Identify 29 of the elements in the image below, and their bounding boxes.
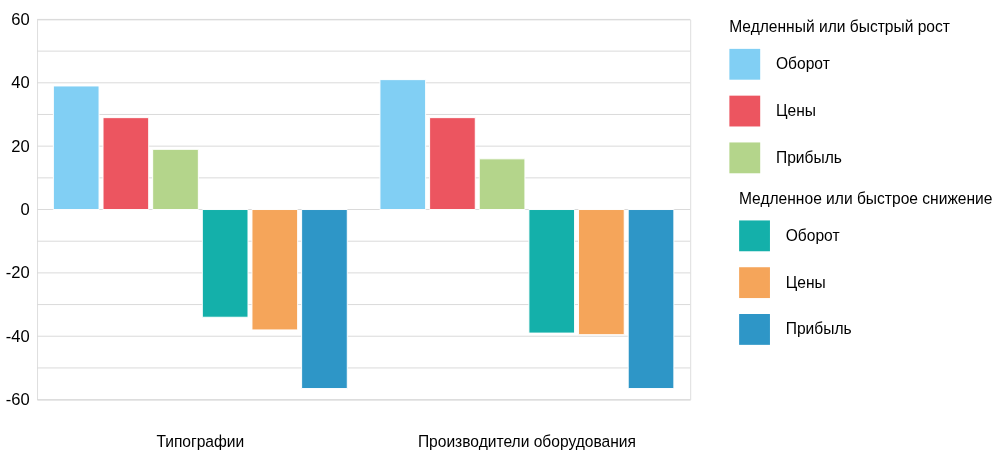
bar [52,85,100,211]
y-tick-label: -60 [5,389,30,409]
legend-label: Цены [775,101,816,119]
y-tick-label: 0 [20,199,30,219]
y-tick-label: 40 [11,73,30,93]
y-tick-label: -20 [5,263,30,283]
bar [627,209,675,390]
bar [379,79,427,211]
legend-label: Оборот [785,226,840,244]
bar [301,209,348,390]
bar [201,209,249,318]
y-tick-label: 20 [11,136,30,156]
x-tick-label: Типографии [156,432,245,450]
text: Медленное или быстрое снижение [738,189,993,207]
bar [102,117,150,211]
bar [251,209,299,331]
bar [478,158,526,211]
bar [528,209,576,334]
legend-label: Прибыль [785,320,852,338]
bar [429,117,476,211]
bar [152,148,199,211]
legend-label: Цены [785,273,826,291]
y-tick-label: 60 [11,9,30,29]
bar [578,209,625,336]
legend-label: Прибыль [775,148,842,166]
legend-label: Оборот [775,55,830,73]
text: Медленный или быстрый рост [729,18,950,36]
x-tick-label: Производители оборудования [417,432,636,450]
y-tick-label: -40 [5,326,30,346]
